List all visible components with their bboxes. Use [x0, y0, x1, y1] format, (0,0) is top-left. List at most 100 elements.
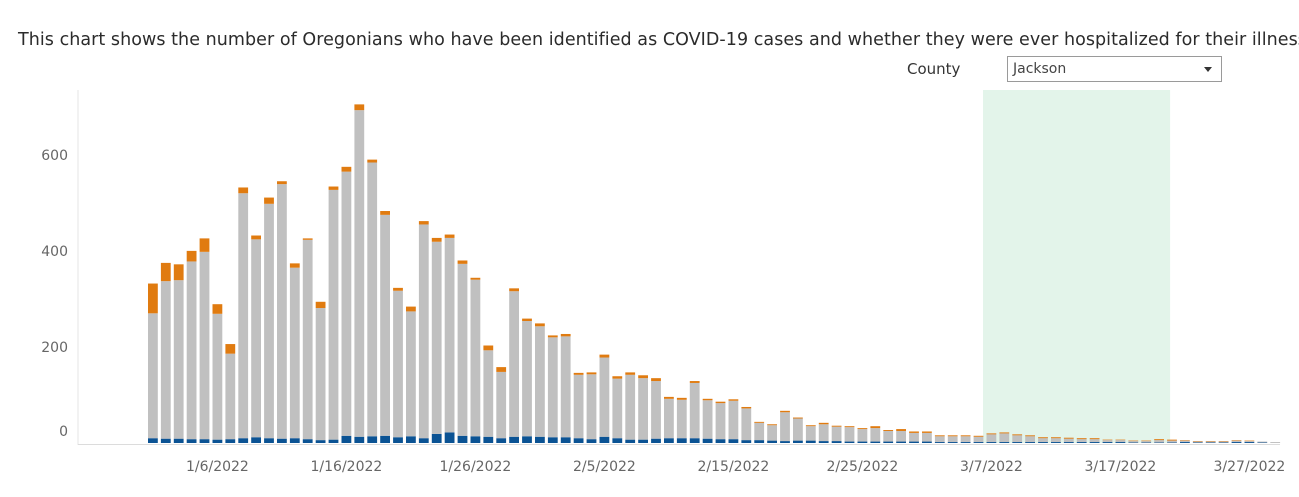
- bar-segment-unknown: [264, 197, 274, 204]
- bar-segment-hospitalized: [599, 436, 610, 443]
- bar-day-66: [999, 432, 1010, 443]
- bar-day-56: [870, 426, 881, 443]
- bar-segment-hospitalized: [535, 436, 545, 443]
- bar-segment-unknown: [702, 398, 713, 401]
- bar-day-8: [251, 235, 261, 443]
- bar-segment-not-hospitalized: [251, 239, 261, 438]
- bar-segment-not-hospitalized: [728, 400, 739, 440]
- bar-segment-hospitalized: [651, 438, 661, 443]
- bar-segment-unknown: [638, 375, 648, 379]
- bar-segment-hospitalized: [225, 439, 236, 443]
- bar-day-49: [780, 410, 790, 443]
- bar-segment-not-hospitalized: [780, 412, 790, 442]
- bar-segment-unknown: [676, 397, 687, 400]
- chevron-down-icon: [1204, 67, 1212, 72]
- bar-day-27: [496, 367, 507, 443]
- bar-day-2: [173, 264, 184, 443]
- bar-day-72: [1076, 438, 1087, 443]
- bar-segment-unknown: [212, 304, 223, 314]
- bar-day-41: [676, 397, 687, 443]
- bar-segment-hospitalized: [625, 439, 636, 443]
- bar-day-79: [1167, 439, 1177, 443]
- bar-day-37: [625, 372, 636, 443]
- bar-day-36: [612, 376, 623, 443]
- bar-segment-not-hospitalized: [612, 378, 623, 439]
- bar-segment-unknown: [780, 410, 790, 413]
- bar-segment-unknown: [831, 425, 842, 427]
- bar-segment-hospitalized: [483, 436, 494, 443]
- bar-segment-hospitalized: [986, 442, 997, 443]
- bar-segment-unknown: [393, 287, 403, 291]
- bar-day-31: [547, 335, 558, 443]
- bar-segment-hospitalized: [934, 442, 945, 443]
- bar-segment-not-hospitalized: [560, 336, 571, 438]
- bar-segment-hospitalized: [341, 435, 352, 443]
- bar-segment-not-hospitalized: [599, 357, 610, 437]
- bar-day-38: [638, 375, 648, 443]
- bar-segment-not-hospitalized: [805, 426, 816, 441]
- bar-segment-not-hospitalized: [212, 313, 223, 440]
- bar-segment-hospitalized: [586, 439, 597, 443]
- bar-segment-unknown: [1154, 439, 1164, 441]
- bar-day-75: [1115, 439, 1126, 443]
- county-filter-label: County: [907, 60, 961, 78]
- bar-segment-not-hospitalized: [302, 239, 313, 440]
- bar-segment-not-hospitalized: [225, 353, 236, 440]
- bar-segment-hospitalized: [496, 438, 507, 443]
- bar-day-33: [573, 372, 584, 443]
- bar-segment-hospitalized: [715, 439, 726, 443]
- bar-day-3: [186, 250, 197, 443]
- bar-segment-not-hospitalized: [186, 261, 197, 440]
- bar-segment-not-hospitalized: [1051, 438, 1061, 443]
- bar-segment-hospitalized: [328, 439, 339, 443]
- bar-segment-unknown: [870, 426, 881, 429]
- bar-segment-not-hospitalized: [1257, 441, 1268, 443]
- bar-segment-not-hospitalized: [315, 308, 326, 441]
- bar-segment-hospitalized: [431, 433, 442, 443]
- bar-segment-hospitalized: [173, 438, 184, 443]
- bar-segment-not-hospitalized: [934, 436, 945, 443]
- bar-day-7: [238, 187, 249, 443]
- bar-segment-hospitalized: [857, 441, 868, 443]
- bar-day-81: [1192, 441, 1203, 443]
- bar-segment-not-hospitalized: [573, 374, 584, 439]
- incomplete-data-region: [983, 90, 1171, 443]
- bar-segment-not-hospitalized: [1231, 440, 1242, 443]
- x-tick-label: 2/25/2022: [827, 459, 899, 475]
- bar-segment-hospitalized: [1089, 442, 1100, 443]
- bar-day-50: [793, 417, 803, 443]
- bar-day-15: [341, 166, 352, 443]
- bar-day-39: [651, 378, 661, 443]
- bar-segment-hospitalized: [973, 442, 984, 443]
- bar-day-76: [1128, 440, 1139, 443]
- bar-segment-hospitalized: [380, 435, 390, 443]
- bar-segment-unknown: [225, 344, 236, 354]
- bar-segment-unknown: [1012, 434, 1023, 436]
- bar-segment-not-hospitalized: [173, 280, 184, 439]
- bar-segment-unknown: [560, 333, 571, 337]
- bar-segment-not-hospitalized: [870, 428, 881, 442]
- bar-segment-not-hospitalized: [1167, 440, 1177, 443]
- bar-segment-not-hospitalized: [289, 267, 300, 439]
- bar-segment-unknown: [148, 283, 158, 314]
- bar-segment-not-hospitalized: [1115, 440, 1126, 443]
- bar-segment-hospitalized: [277, 438, 287, 443]
- bar-day-16: [354, 104, 365, 443]
- county-dropdown[interactable]: Jackson: [1007, 56, 1222, 82]
- bar-segment-not-hospitalized: [741, 408, 752, 441]
- bar-segment-unknown: [496, 367, 507, 372]
- bar-segment-not-hospitalized: [909, 432, 919, 442]
- bar-day-69: [1038, 437, 1048, 443]
- bar-day-35: [599, 354, 610, 443]
- bar-day-68: [1025, 435, 1035, 443]
- bar-day-29: [522, 318, 532, 443]
- bar-segment-unknown: [689, 381, 700, 383]
- bar-segment-hospitalized: [1063, 442, 1074, 443]
- y-tick-label: 200: [41, 340, 68, 356]
- bar-segment-unknown: [354, 104, 365, 111]
- bar-day-22: [431, 237, 442, 443]
- bar-segment-unknown: [547, 335, 558, 338]
- bar-segment-unknown: [444, 234, 455, 238]
- bar-day-10: [277, 181, 287, 443]
